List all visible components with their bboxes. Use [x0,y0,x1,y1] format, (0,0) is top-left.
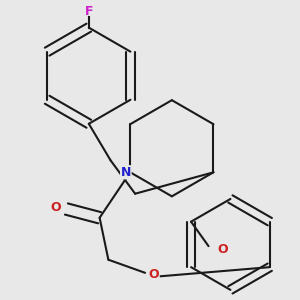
Text: O: O [148,268,159,281]
Text: O: O [217,243,228,256]
Text: F: F [85,5,93,18]
Text: O: O [51,201,61,214]
Text: N: N [121,166,131,179]
